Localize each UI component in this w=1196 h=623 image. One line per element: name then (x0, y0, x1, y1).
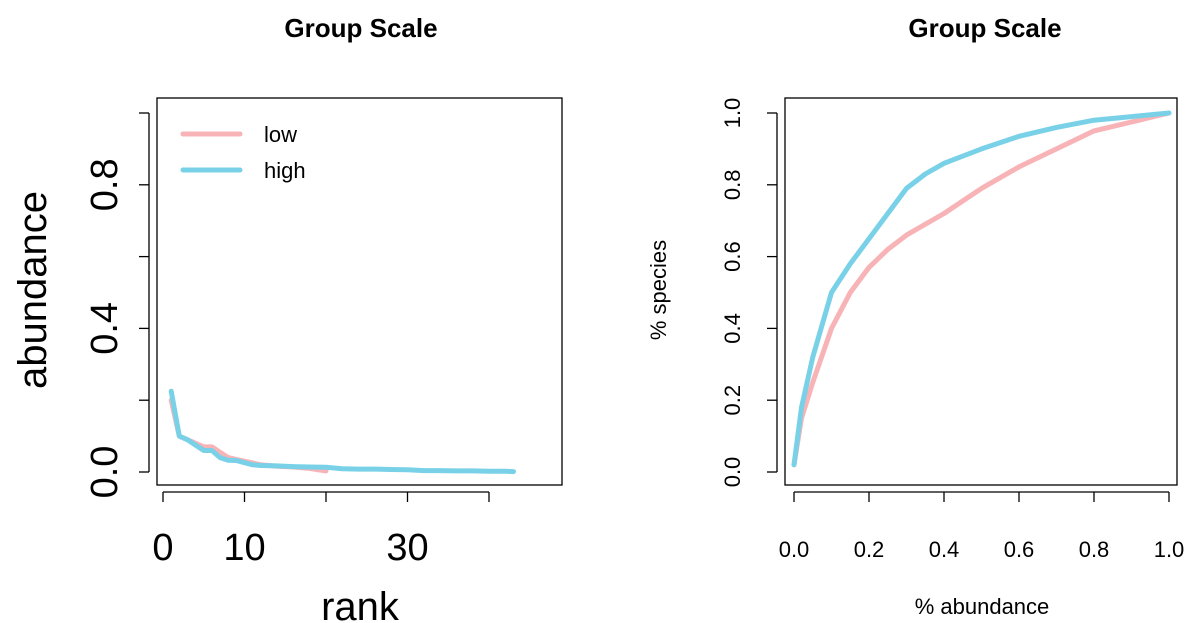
left-series-line-high (168, 388, 516, 475)
left-y-tick-label: 0.0 (84, 446, 126, 499)
right-series-line-low (791, 110, 1172, 468)
right-x-tick-label: 0.8 (1079, 537, 1110, 562)
right-chart-title: Group Scale (908, 13, 1061, 43)
cumulative-panel: Group Scale 0.0 0.2 0.4 0.6 0.8 1.0 0.0 0.2 0.4… (646, 13, 1184, 619)
left-x-axis-label: rank (321, 585, 400, 623)
right-y-tick-label: 1.0 (720, 98, 745, 129)
legend-label-high: high (264, 158, 306, 183)
left-y-tick-label: 0.4 (84, 302, 126, 355)
right-x-tick-label: 0.0 (779, 537, 810, 562)
right-y-tick-label: 0.4 (720, 313, 745, 344)
right-x-axis: 0.0 0.2 0.4 0.6 0.8 1.0 (779, 491, 1185, 562)
right-y-axis-label: % species (646, 240, 671, 340)
right-y-axis: 0.0 0.2 0.4 0.6 0.8 1.0 (720, 98, 778, 488)
rank-abundance-panel: Group Scale 0 10 30 0.0 0.4 0.8 low high rank… (11, 13, 563, 623)
right-y-tick-label: 0.2 (720, 385, 745, 416)
right-series-group (791, 110, 1172, 468)
right-x-tick-label: 0.2 (854, 537, 885, 562)
left-series-group (168, 388, 516, 475)
right-x-tick-label: 1.0 (1154, 537, 1185, 562)
legend-label-low: low (264, 122, 297, 147)
left-legend: low high (180, 122, 306, 183)
left-y-axis-label: abundance (11, 191, 55, 389)
left-plot-frame (156, 97, 563, 486)
left-x-axis: 0 10 30 (152, 491, 490, 569)
left-chart-title: Group Scale (284, 13, 437, 43)
left-series-line-low (168, 397, 329, 474)
right-y-tick-label: 0.0 (720, 457, 745, 488)
right-x-tick-label: 0.6 (1004, 537, 1035, 562)
right-x-axis-label: % abundance (915, 594, 1050, 619)
left-y-axis: 0.0 0.4 0.8 (84, 112, 150, 499)
right-y-tick-label: 0.6 (720, 241, 745, 272)
left-x-tick-label: 0 (152, 527, 173, 569)
right-x-tick-label: 0.4 (929, 537, 960, 562)
right-series-line-high (791, 110, 1172, 468)
left-x-tick-label: 10 (223, 527, 265, 569)
right-plot-frame (784, 97, 1178, 486)
left-x-tick-label: 30 (386, 527, 428, 569)
left-y-tick-label: 0.8 (84, 158, 126, 211)
right-y-tick-label: 0.8 (720, 170, 745, 201)
